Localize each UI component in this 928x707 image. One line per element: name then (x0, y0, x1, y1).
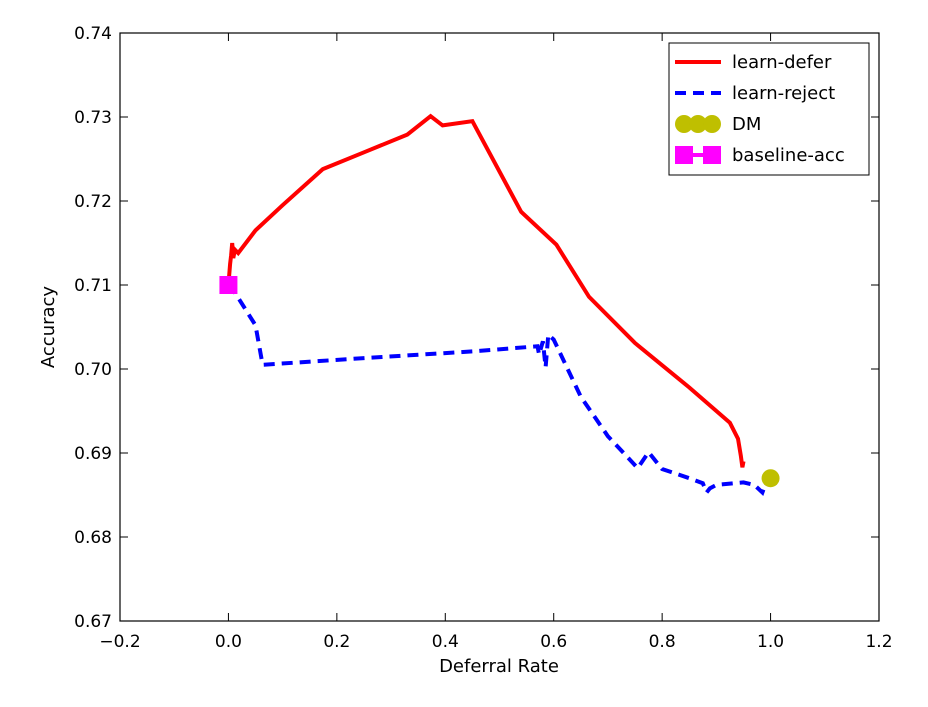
legend-dm-marker (689, 115, 707, 133)
y-tick-label: 0.69 (74, 444, 112, 464)
legend-learn-defer-label: learn-defer (732, 52, 832, 73)
x-tick-label: −0.2 (99, 632, 140, 652)
x-tick-label: 0.4 (432, 632, 459, 652)
legend-dm-label: DM (732, 114, 761, 135)
x-tick-label: 0.6 (540, 632, 567, 652)
series-baseline-acc-point (219, 276, 238, 294)
legend-dm-marker (703, 115, 721, 133)
x-tick-label: 1.2 (865, 632, 892, 652)
x-axis-label: Deferral Rate (439, 656, 559, 677)
series-learn-reject-line (227, 283, 770, 497)
x-tick-label: 0.0 (215, 632, 242, 652)
y-axis-label: Accuracy (38, 286, 59, 369)
y-tick-label: 0.72 (74, 192, 112, 212)
y-axis: 0.67 0.68 0.69 0.70 0.71 0.72 0.73 0.74 (74, 24, 879, 632)
x-tick-label: 1.0 (757, 632, 784, 652)
plot-frame (119, 32, 880, 622)
series-dm-point (761, 469, 780, 488)
y-tick-label: 0.68 (74, 528, 112, 548)
plot-area (219, 113, 780, 497)
legend-baseline-acc-label: baseline-acc (732, 145, 845, 166)
y-tick-label: 0.70 (74, 360, 112, 380)
y-tick-label: 0.71 (74, 276, 112, 296)
y-tick-label: 0.73 (74, 108, 112, 128)
x-axis: −0.2 0.0 0.2 0.4 0.6 0.8 1.0 1.2 (99, 33, 893, 652)
series-layer (219, 113, 780, 497)
series-learn-defer-line (226, 113, 746, 468)
x-tick-label: 0.8 (649, 632, 676, 652)
y-tick-label: 0.67 (74, 612, 112, 632)
legend-learn-reject-label: learn-reject (732, 83, 835, 104)
x-tick-label: 0.2 (323, 632, 350, 652)
legend-dm-marker (675, 115, 693, 133)
y-tick-label: 0.74 (74, 24, 112, 44)
legend: learn-defer learn-reject DM baseline-acc (668, 42, 870, 176)
